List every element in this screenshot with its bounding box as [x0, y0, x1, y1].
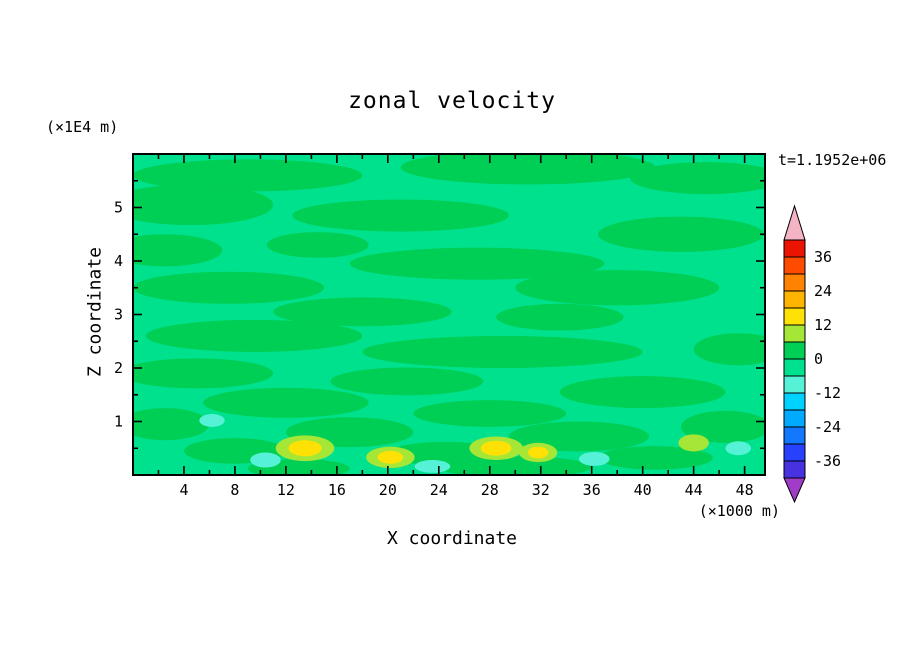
x-axis-unit: (×1000 m): [698, 502, 780, 520]
colorbar-arrow-bottom: [783, 477, 806, 504]
contour-blob: [288, 440, 322, 457]
colorbar-label: -12: [814, 384, 841, 402]
x-tick-label: 36: [583, 481, 601, 499]
contour-blob: [133, 358, 274, 389]
x-tick-label: 12: [277, 481, 295, 499]
contour-blob: [598, 446, 713, 470]
colorbar-band: [783, 392, 806, 411]
colorbar-label: 0: [814, 350, 823, 368]
x-tick-label: 32: [532, 481, 550, 499]
contour-blob: [598, 216, 764, 252]
contour-blob: [330, 367, 484, 396]
contour-blob: [362, 335, 643, 369]
colorbar-label: -36: [814, 452, 841, 470]
x-tick-label: 40: [634, 481, 652, 499]
y-axis-unit: (×1E4 m): [46, 118, 119, 136]
contour-blob: [515, 270, 720, 306]
contour-blob: [133, 159, 363, 192]
y-axis-label: Z coordinate: [84, 246, 106, 378]
colorbar-label: 36: [814, 248, 832, 266]
y-tick-label: 2: [114, 359, 123, 377]
x-tick-label: 20: [379, 481, 397, 499]
colorbar-band: [783, 443, 806, 462]
contour-blob: [133, 234, 223, 267]
x-tick-label: 4: [179, 481, 188, 499]
colorbar-band: [783, 239, 806, 258]
colorbar-label: 24: [814, 282, 832, 300]
contour-blob: [438, 456, 592, 475]
y-tick-label: 3: [114, 306, 123, 324]
contour-blob: [680, 410, 765, 443]
x-tick-label: 24: [430, 481, 448, 499]
contour-blob: [559, 376, 726, 409]
contour-field: [133, 154, 765, 475]
y-tick-label: 5: [114, 199, 123, 217]
contour-blob: [292, 199, 509, 232]
contour-blob: [133, 184, 274, 226]
x-tick-label: 28: [481, 481, 499, 499]
colorbar-band: [783, 358, 806, 377]
contour-blob: [145, 319, 363, 352]
contour-blob: [480, 440, 512, 456]
y-tick-label: 1: [114, 413, 123, 431]
contour-blob: [133, 271, 325, 304]
contour-blob: [273, 297, 452, 327]
colorbar-band: [783, 341, 806, 360]
colorbar-band: [783, 426, 806, 445]
y-tick-label: 4: [114, 252, 123, 270]
contour-blob: [349, 247, 605, 280]
x-axis-label: X coordinate: [386, 528, 518, 549]
contour-blob: [693, 333, 765, 366]
contour-blob: [266, 232, 369, 258]
contour-blob: [199, 414, 225, 427]
contour-blob: [414, 460, 451, 473]
contour-blob: [496, 303, 624, 331]
contour-blob: [377, 450, 404, 464]
contour-blob: [725, 441, 751, 456]
chart-title: zonal velocity: [348, 88, 556, 114]
colorbar-arrow-top: [783, 204, 806, 241]
x-tick-label: 44: [685, 481, 703, 499]
contour-blob: [203, 387, 369, 418]
contour-blob: [413, 400, 567, 427]
x-tick-label: 8: [230, 481, 239, 499]
colorbar-band: [783, 256, 806, 275]
time-annotation: t=1.1952e+06: [778, 151, 887, 169]
contour-blob: [528, 446, 549, 459]
colorbar-band: [783, 375, 806, 394]
contour-blob: [133, 408, 210, 441]
colorbar-label: 12: [814, 316, 832, 334]
colorbar-band: [783, 324, 806, 343]
colorbar-label: -24: [814, 418, 841, 436]
x-tick-label: 48: [736, 481, 754, 499]
colorbar-band: [783, 307, 806, 326]
colorbar-band: [783, 273, 806, 292]
contour-blob: [629, 162, 765, 195]
contour-blob: [678, 434, 709, 452]
contour-blob: [578, 451, 610, 466]
axis-ticks: [133, 154, 765, 475]
colorbar-band: [783, 409, 806, 428]
colorbar: -36 -24 -12 0 12 24 36: [783, 204, 841, 504]
x-tick-label: 16: [328, 481, 346, 499]
colorbar-band: [783, 460, 806, 479]
contour-blob: [250, 452, 281, 468]
colorbar-band: [783, 290, 806, 309]
